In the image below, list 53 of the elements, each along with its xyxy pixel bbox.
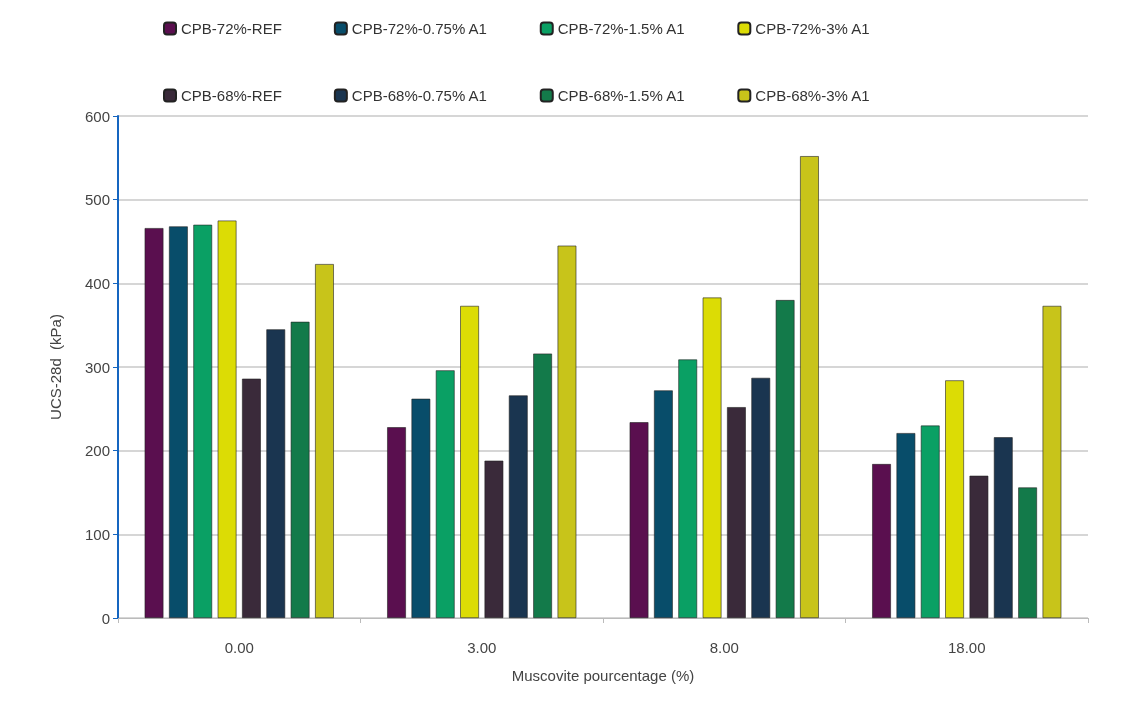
y-tick-label: 400: [84, 274, 110, 292]
bar: [678, 359, 698, 618]
bar: [654, 390, 673, 618]
bar: [266, 329, 286, 618]
bar: [993, 437, 1013, 618]
bar: [460, 305, 479, 618]
y-tick-label: 500: [84, 191, 110, 209]
bar: [411, 398, 431, 618]
bar: [315, 264, 334, 618]
bar: [144, 228, 164, 618]
bar: [1042, 305, 1062, 618]
legend-label: CPB-68%-1.5% A1: [557, 87, 685, 104]
legend-label: CPB-72%-0.75% A1: [351, 20, 487, 37]
bar: [435, 370, 455, 618]
bar: [920, 425, 940, 618]
bar: [557, 245, 577, 618]
legend-label: CPB-72%-REF: [181, 20, 282, 37]
y-tick-label: 0: [101, 609, 110, 627]
legend-label: CPB-68%-REF: [181, 87, 282, 104]
y-tick-label: 600: [84, 107, 110, 125]
bar: [484, 460, 504, 618]
bar: [217, 220, 237, 618]
x-axis-title: Muscovite pourcentage (%): [511, 667, 695, 684]
bar: [969, 475, 989, 618]
bar: [508, 395, 528, 618]
x-tick-label: 18.00: [947, 639, 986, 656]
bar: [629, 422, 649, 618]
bar: [727, 407, 746, 618]
bar: [702, 297, 722, 618]
legend-label: CPB-72%-3% A1: [755, 20, 870, 37]
bar: [945, 380, 964, 618]
bar: [533, 353, 552, 618]
bar: [1018, 487, 1037, 618]
y-axis-title: UCS-28d (kPa): [47, 314, 64, 420]
bar: [896, 433, 916, 618]
y-tick-label: 100: [84, 525, 110, 543]
bar: [387, 427, 406, 618]
bar: [169, 226, 188, 618]
y-tick-label: 200: [84, 442, 110, 460]
bar: [193, 224, 213, 618]
bar: [751, 377, 771, 618]
x-tick-label: 3.00: [467, 639, 497, 656]
bar: [775, 300, 795, 618]
x-tick-label: 8.00: [709, 639, 739, 656]
legend-label: CPB-68%-0.75% A1: [351, 87, 487, 104]
x-tick-label: 0.00: [224, 639, 254, 656]
bar: [290, 321, 310, 618]
legend-label: CPB-72%-1.5% A1: [557, 20, 685, 37]
bar: [242, 378, 261, 618]
y-tick-label: 300: [84, 358, 110, 376]
legend-label: CPB-68%-3% A1: [755, 87, 870, 104]
bar: [800, 156, 819, 618]
bar: [872, 464, 891, 618]
